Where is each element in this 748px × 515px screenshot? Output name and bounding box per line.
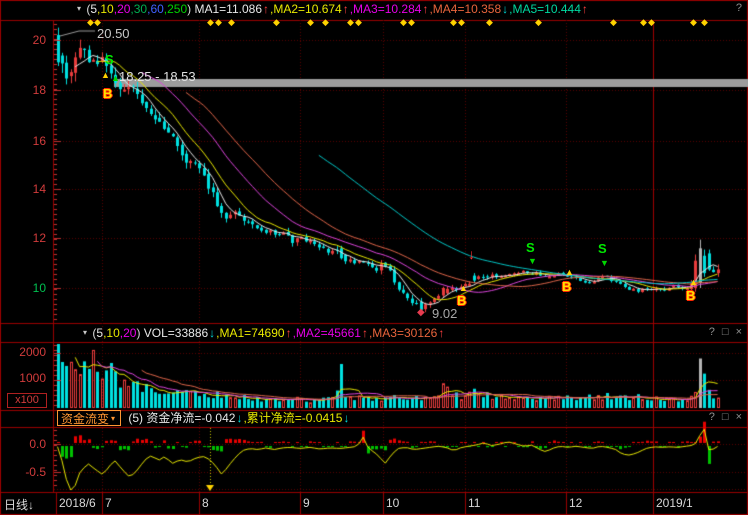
ma-indicator-label: MA xyxy=(57,2,75,16)
flow-param: (5) xyxy=(128,411,144,425)
capital-flow-header: 资金流变 ▾ (5) 资金净流=-0.042↓,累计净流=-0.0415↓ xyxy=(57,410,350,426)
indicator-value: ,MA3=10.284 xyxy=(349,2,422,16)
header-text: ( xyxy=(92,326,97,340)
header-text: ,10 xyxy=(103,326,120,340)
period-selector[interactable]: 日线↓ xyxy=(4,496,34,513)
arrow-up-icon: ↑ xyxy=(263,2,269,16)
ma-values: MA1=11.086↑,MA2=10.674↑,MA3=10.284↑,MA4=… xyxy=(195,2,589,16)
volume-panel-icons: ? □ × xyxy=(702,326,742,338)
arrow-up-icon: ↑ xyxy=(285,326,292,340)
header-text: 5 xyxy=(90,2,98,16)
indicator-value: ,MA1=74690 xyxy=(216,326,285,340)
vol-values: VOL=33886↓,MA1=74690↑,MA2=45661↑,MA3=301… xyxy=(144,326,446,340)
header-text: ,10 xyxy=(97,2,114,16)
header-text: ,30 xyxy=(130,2,148,16)
main-indicator-header: MA ▾ (5,10,20,30,60,250) MA1=11.086↑,MA2=… xyxy=(57,1,589,17)
flow-panel-icons: ? □ × xyxy=(702,411,742,423)
header-text: ,20 xyxy=(119,326,137,340)
chevron-down-icon: ▾ xyxy=(111,414,116,423)
arrow-up-icon: ↑ xyxy=(581,2,588,16)
ma-indicator-dropdown[interactable]: MA ▾ xyxy=(57,2,83,16)
arrow-down-icon: ↓ xyxy=(209,326,216,340)
indicator-value: ,MA3=30126 xyxy=(368,326,438,340)
maximize-icon[interactable]: □ xyxy=(721,326,729,338)
indicator-value: ,MA2=45661 xyxy=(292,326,361,340)
header-text: ( xyxy=(86,2,91,16)
flow-values: 资金净流=-0.042↓,累计净流=-0.0415↓ xyxy=(146,411,350,425)
arrow-down-icon: ↓ xyxy=(502,2,509,16)
chevron-down-icon: ▾ xyxy=(83,328,88,337)
volume-unit-badge: x100 xyxy=(7,393,47,408)
vol-indicator-label: VOL xyxy=(57,326,82,340)
chevron-down-icon: ▾ xyxy=(77,4,82,13)
help-icon[interactable]: ? xyxy=(735,2,742,14)
period-label: 日线 xyxy=(4,498,29,512)
arrow-up-icon: ↑ xyxy=(342,2,349,16)
arrow-up-icon: ↑ xyxy=(438,326,445,340)
close-icon[interactable]: × xyxy=(735,326,742,338)
indicator-value: ,累计净流=-0.0415 xyxy=(243,411,343,425)
close-icon[interactable]: × xyxy=(735,411,742,423)
maximize-icon[interactable]: □ xyxy=(721,411,729,423)
header-text: ) xyxy=(187,2,192,16)
arrow-down-icon: ↓ xyxy=(236,411,243,425)
indicator-value: MA1=11.086 xyxy=(194,2,263,16)
arrow-down-icon: ↓ xyxy=(28,498,35,512)
arrow-up-icon: ↑ xyxy=(361,326,368,340)
ma-params: (5,10,20,30,60,250) xyxy=(86,2,191,16)
volume-header: VOL ▾ (5,10,20) VOL=33886↓,MA1=74690↑,MA2… xyxy=(57,325,445,341)
help-icon[interactable]: ? xyxy=(708,326,715,338)
indicator-value: ,MA5=10.444 xyxy=(509,2,581,16)
header-text: ,250 xyxy=(163,2,188,16)
arrow-down-icon: ↓ xyxy=(343,411,350,425)
vol-indicator-dropdown[interactable]: VOL ▾ xyxy=(57,326,89,340)
flow-indicator-label: 资金流变 xyxy=(61,412,110,426)
header-text: ,60 xyxy=(147,2,164,16)
main-panel-icons: ? xyxy=(729,2,742,14)
header-text: ) xyxy=(136,326,141,340)
indicator-value: VOL=33886 xyxy=(143,326,209,340)
header-text: 5 xyxy=(96,326,104,340)
arrow-up-icon: ↑ xyxy=(422,2,429,16)
indicator-value: ,MA4=10.358 xyxy=(429,2,502,16)
help-icon[interactable]: ? xyxy=(708,411,715,423)
vol-params: (5,10,20) xyxy=(92,326,140,340)
header-text: ,20 xyxy=(113,2,131,16)
indicator-value: ,MA2=10.674 xyxy=(270,2,342,16)
flow-indicator-dropdown[interactable]: 资金流变 ▾ xyxy=(57,410,122,426)
indicator-value: 资金净流=-0.042 xyxy=(146,411,236,425)
